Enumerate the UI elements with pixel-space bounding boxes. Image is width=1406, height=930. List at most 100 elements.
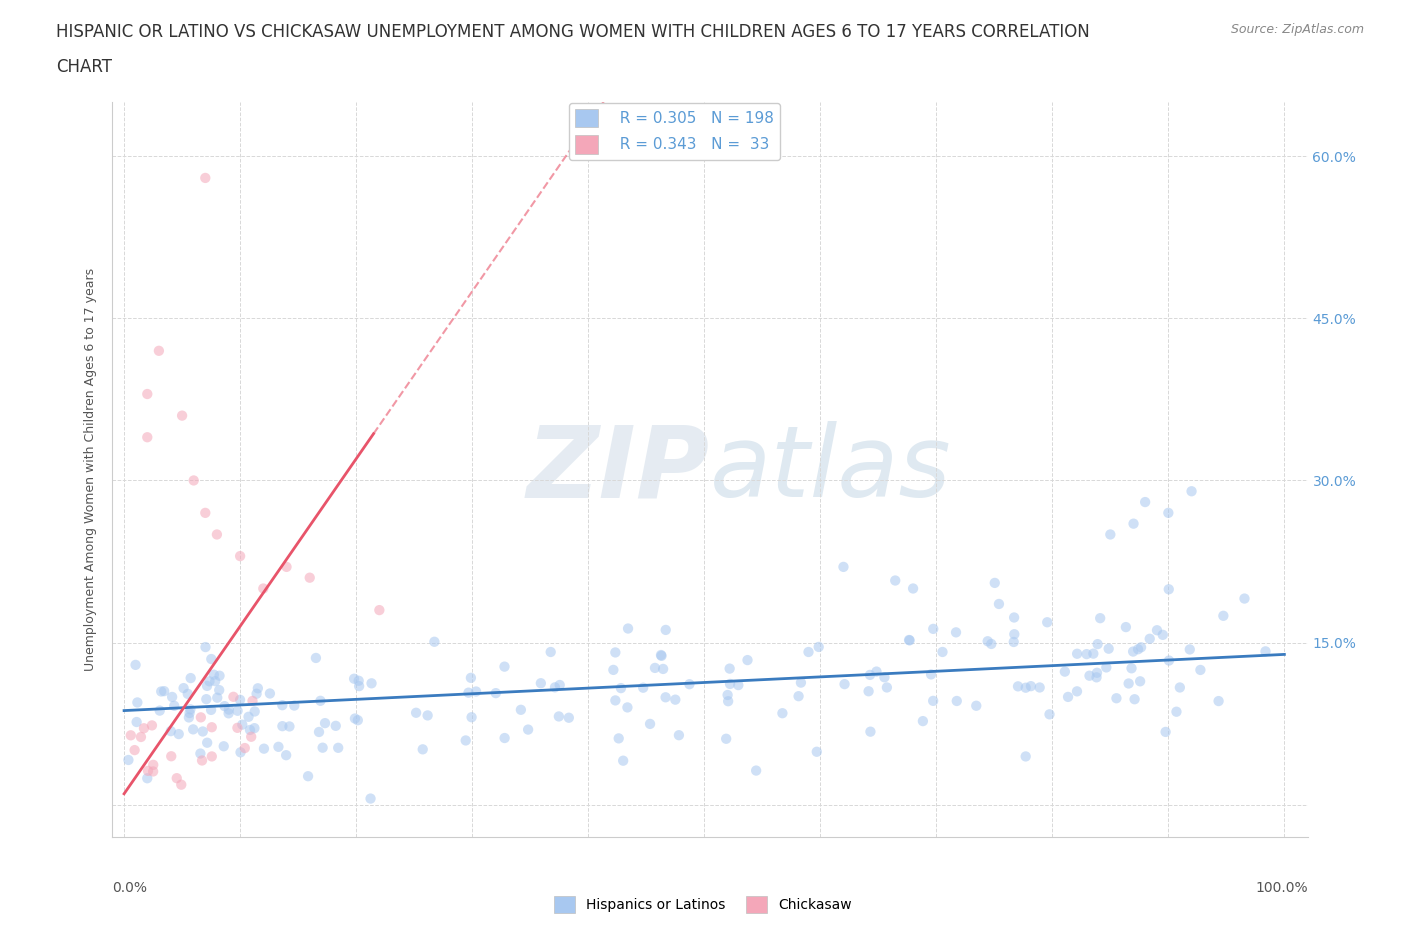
Point bbox=[149, 703, 172, 718]
Point bbox=[200, 652, 222, 667]
Point bbox=[201, 749, 224, 764]
Point bbox=[360, 676, 382, 691]
Point bbox=[163, 698, 186, 713]
Point bbox=[1095, 660, 1118, 675]
Point bbox=[195, 679, 218, 694]
Point bbox=[1015, 749, 1038, 764]
Point bbox=[607, 731, 630, 746]
Point bbox=[153, 684, 176, 698]
Point bbox=[309, 694, 332, 709]
Point bbox=[965, 698, 987, 713]
Point bbox=[617, 621, 640, 636]
Point bbox=[283, 698, 305, 713]
Point bbox=[212, 738, 235, 753]
Point bbox=[1066, 684, 1088, 698]
Point bbox=[1157, 582, 1180, 597]
Point bbox=[229, 692, 252, 707]
Point bbox=[229, 745, 252, 760]
Point bbox=[347, 679, 370, 694]
Point bbox=[1118, 676, 1140, 691]
Point bbox=[246, 681, 269, 696]
Point bbox=[922, 694, 945, 709]
Point bbox=[170, 777, 193, 792]
Point bbox=[509, 702, 531, 717]
Point bbox=[1121, 661, 1143, 676]
Point bbox=[654, 622, 676, 637]
Point bbox=[718, 661, 741, 676]
Point bbox=[1122, 516, 1144, 531]
Point bbox=[1002, 634, 1025, 649]
Point bbox=[638, 716, 661, 731]
Point bbox=[125, 714, 148, 729]
Point bbox=[297, 769, 319, 784]
Point bbox=[976, 634, 998, 649]
Point bbox=[547, 709, 569, 724]
Point bbox=[1085, 665, 1108, 680]
Point bbox=[631, 680, 654, 695]
Point bbox=[832, 560, 855, 575]
Point bbox=[190, 746, 212, 761]
Point bbox=[240, 729, 263, 744]
Point bbox=[1166, 704, 1188, 719]
Point bbox=[717, 694, 740, 709]
Point bbox=[245, 686, 267, 701]
Point bbox=[191, 753, 214, 768]
Point bbox=[485, 685, 508, 700]
Point bbox=[1076, 646, 1098, 661]
Point bbox=[1028, 680, 1050, 695]
Text: CHART: CHART bbox=[56, 58, 112, 75]
Point bbox=[717, 687, 740, 702]
Point bbox=[922, 621, 945, 636]
Point bbox=[1189, 662, 1212, 677]
Point bbox=[412, 742, 434, 757]
Point bbox=[243, 704, 266, 719]
Point bbox=[233, 740, 256, 755]
Point bbox=[1129, 674, 1152, 689]
Legend:   R = 0.305   N = 198,   R = 0.343   N =  33: R = 0.305 N = 198, R = 0.343 N = 33 bbox=[568, 102, 780, 160]
Point bbox=[1212, 608, 1234, 623]
Point bbox=[1180, 484, 1202, 498]
Point bbox=[160, 749, 183, 764]
Point bbox=[718, 676, 741, 691]
Point bbox=[1083, 646, 1105, 661]
Point bbox=[194, 640, 217, 655]
Point bbox=[1233, 591, 1256, 606]
Point bbox=[612, 753, 634, 768]
Point bbox=[644, 660, 666, 675]
Point bbox=[136, 771, 159, 786]
Point bbox=[610, 681, 633, 696]
Point bbox=[901, 581, 924, 596]
Point bbox=[517, 723, 540, 737]
Point bbox=[238, 710, 260, 724]
Y-axis label: Unemployment Among Women with Children Ages 6 to 17 years: Unemployment Among Women with Children A… bbox=[83, 268, 97, 671]
Point bbox=[242, 694, 264, 709]
Text: atlas: atlas bbox=[710, 421, 952, 518]
Point bbox=[218, 706, 240, 721]
Point bbox=[405, 705, 427, 720]
Point bbox=[931, 644, 953, 659]
Point bbox=[1087, 637, 1109, 652]
Point bbox=[834, 677, 856, 692]
Point bbox=[226, 703, 249, 718]
Point bbox=[650, 647, 672, 662]
Point bbox=[737, 653, 759, 668]
Point bbox=[1057, 689, 1080, 704]
Point bbox=[1208, 694, 1230, 709]
Point bbox=[1254, 644, 1277, 658]
Point bbox=[602, 662, 624, 677]
Point bbox=[858, 684, 880, 698]
Point bbox=[183, 473, 205, 488]
Point bbox=[1133, 495, 1156, 510]
Point bbox=[859, 668, 882, 683]
Point bbox=[558, 711, 581, 725]
Point bbox=[202, 667, 225, 682]
Point bbox=[797, 644, 820, 659]
Point bbox=[1122, 644, 1144, 659]
Text: 0.0%: 0.0% bbox=[112, 881, 148, 895]
Point bbox=[205, 527, 228, 542]
Point bbox=[494, 731, 516, 746]
Point bbox=[314, 716, 336, 731]
Point bbox=[172, 408, 194, 423]
Point bbox=[141, 718, 163, 733]
Point bbox=[222, 689, 245, 704]
